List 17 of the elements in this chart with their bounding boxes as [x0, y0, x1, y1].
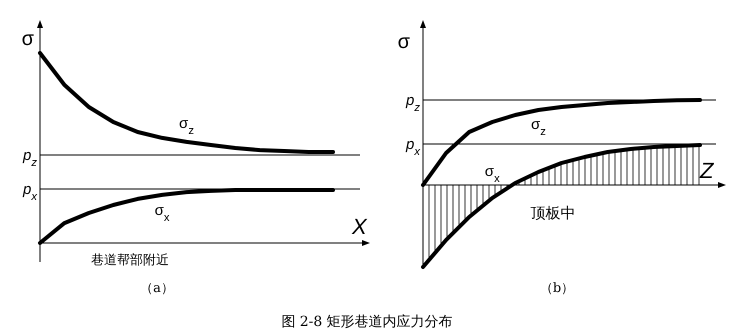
series-label: σ$_{x}$	[484, 163, 500, 186]
ref-line-label: p$_{z}$	[22, 147, 38, 170]
series-label: σ$_{z}$	[530, 116, 546, 138]
text: 巷道帮部附近	[91, 253, 169, 268]
ref-line-label: p$_{x}$	[405, 136, 420, 158]
series-label: σ$_{x}$	[154, 202, 170, 224]
series-label: σ$_{z}$	[179, 114, 194, 137]
annotation: 顶板中	[530, 204, 576, 222]
caption: 图 2-8 矩形巷道内应力分布	[281, 314, 453, 330]
x-axis-title: Z	[699, 158, 715, 183]
x-axis-title: X	[351, 214, 368, 239]
text: （b）	[540, 281, 574, 296]
ref-line-label: p$_{x}$	[22, 181, 38, 204]
ref-line-label: p$_{z}$	[405, 92, 420, 114]
y-axis-title: σ	[398, 31, 411, 53]
text: （a）	[140, 281, 174, 296]
y-axis-title: σ	[22, 28, 35, 50]
